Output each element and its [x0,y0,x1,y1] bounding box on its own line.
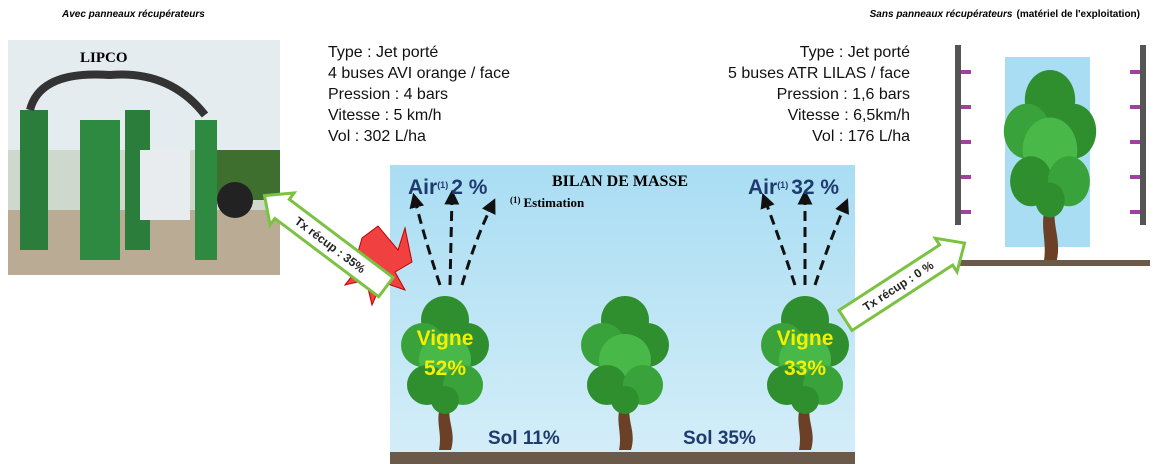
vigne-left: Vigne [417,327,474,350]
right-specs: Type : Jet porté 5 buses ATR LILAS / fac… [728,44,910,145]
right-caption: Sans panneaux récupérateurs (matériel de … [870,9,1140,20]
spec: 5 buses ATR LILAS / face [728,65,910,82]
sol-right: Sol 35% [683,428,756,449]
spec: Vitesse : 5 km/h [328,107,442,124]
caption-bold: (matériel de l'exploitation) [1016,9,1140,20]
footnote-text: Estimation [524,195,585,210]
vigne-left-value: 52% [424,357,466,380]
caption-text: Sans panneaux récupérateurs [870,9,1013,20]
air-note: (1) [777,180,788,190]
arrow-label: Tx récup : 0 % [860,258,936,314]
spec: Pression : 1,6 bars [777,86,910,103]
footnote-mark: (1) [510,195,521,205]
vigne-right: Vigne [777,327,834,350]
air-value: 32 % [791,176,839,199]
arrow-right: Tx récup : 0 % [836,236,967,333]
air-left: Air(1) 2 % [408,176,488,199]
left-photo: LIPCO [8,40,280,275]
spec: Type : Jet porté [328,44,438,61]
photo-label: LIPCO [80,50,128,66]
spec: Type : Jet porté [800,44,910,61]
left-caption: Avec panneaux récupérateurs [61,9,205,20]
air-value: 2 % [451,176,488,199]
footnote: (1) Estimation [510,195,585,210]
spec: 4 buses AVI orange / face [328,65,510,82]
sol-left: Sol 11% [488,428,560,449]
right-photo [948,40,1150,272]
air: Air [748,176,777,199]
air-right: Air(1) 32 % [748,176,839,199]
spec: Vol : 176 L/ha [812,128,910,145]
spec: Vitesse : 6,5km/h [788,107,910,124]
spec: Vol : 302 L/ha [328,128,426,145]
bilan-title: BILAN DE MASSE [552,173,688,190]
bilan-panel: BILAN DE MASSE (1) Estimation Air(1) 2 % A… [390,165,855,464]
spec: Pression : 4 bars [328,86,448,103]
vigne-right-value: 33% [784,357,826,380]
left-specs: Type : Jet porté 4 buses AVI orange / fa… [328,44,510,145]
air-note: (1) [437,180,448,190]
air: Air [408,176,437,199]
arrow-label: Tx récup : 35% [292,214,368,276]
